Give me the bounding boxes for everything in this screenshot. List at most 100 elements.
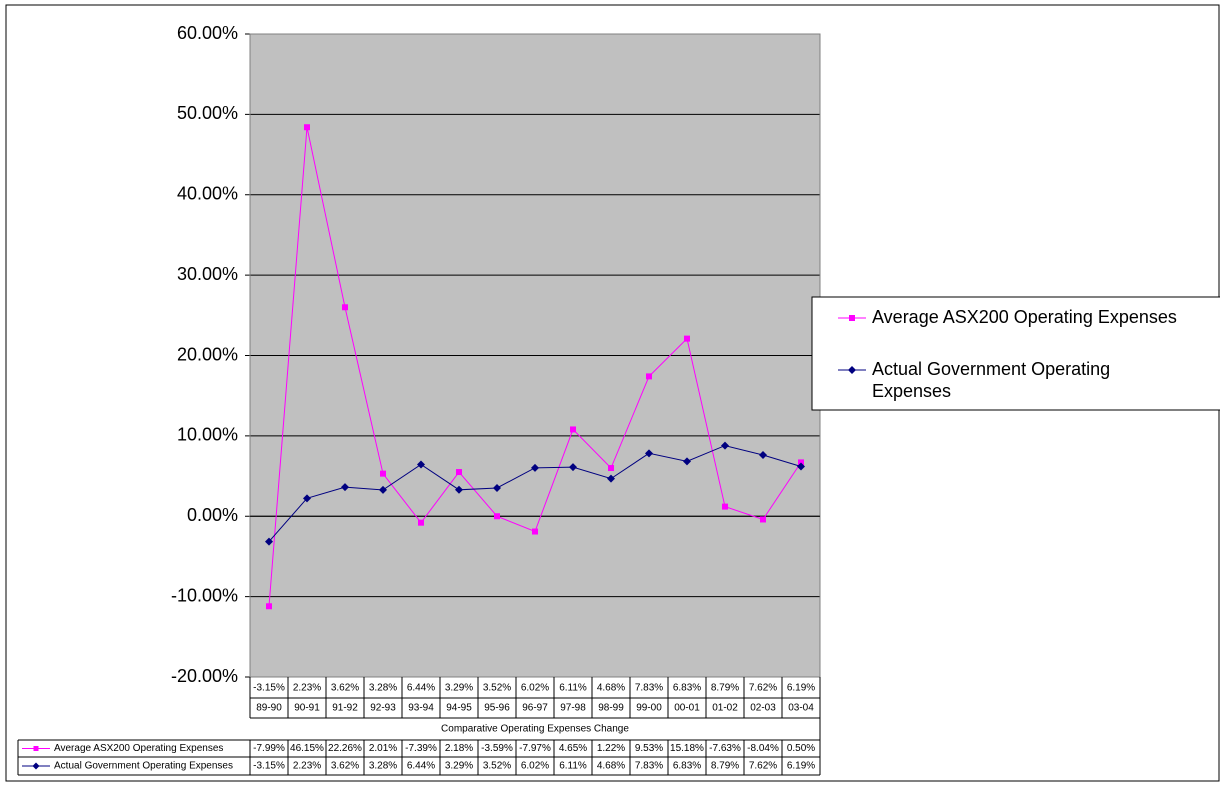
x-tick-label: 02-03: [750, 703, 776, 714]
table-cell: 4.65%: [559, 743, 587, 754]
table-cell: 7.83%: [635, 761, 663, 772]
axis-value-label: 6.11%: [559, 683, 587, 694]
table-cell: -7.39%: [405, 743, 437, 754]
x-tick-label: 95-96: [484, 703, 510, 714]
data-point: [646, 373, 652, 380]
table-row-label: Actual Government Operating Expenses: [54, 761, 233, 772]
table-cell: 22.26%: [328, 743, 362, 754]
data-point: [303, 494, 311, 503]
y-tick-label: 30.00%: [177, 264, 238, 284]
table-row-label: Average ASX200 Operating Expenses: [54, 743, 223, 754]
y-tick-label: 40.00%: [177, 184, 238, 204]
table-cell: 46.15%: [290, 743, 324, 754]
axis-value-label: 2.23%: [293, 683, 321, 694]
table-cell: 3.28%: [369, 761, 397, 772]
axis-value-label: 6.83%: [673, 683, 701, 694]
x-tick-label: 99-00: [636, 703, 662, 714]
table-cell: -7.97%: [519, 743, 551, 754]
data-point: [455, 485, 463, 494]
data-point: [304, 124, 310, 131]
table-cell: -3.59%: [481, 743, 513, 754]
x-tick-label: 97-98: [560, 703, 586, 714]
axis-value-label: 3.62%: [331, 683, 359, 694]
table-cell: 0.50%: [787, 743, 815, 754]
table-cell: 3.29%: [445, 761, 473, 772]
table-cell: 15.18%: [670, 743, 704, 754]
data-point: [380, 470, 386, 477]
legend-item: Actual Government Operating Expenses: [872, 359, 1111, 401]
axis-value-label: 8.79%: [711, 683, 739, 694]
axis-value-label: -3.15%: [253, 683, 285, 694]
data-point: [265, 537, 273, 546]
legend-label: Average ASX200 Operating Expenses: [872, 307, 1177, 327]
axis-value-label: 6.44%: [407, 683, 435, 694]
table-cell: 6.83%: [673, 761, 701, 772]
table-cell: 2.23%: [293, 761, 321, 772]
y-tick-label: 50.00%: [177, 103, 238, 123]
data-point: [797, 462, 805, 471]
axis-value-label: 3.28%: [369, 683, 397, 694]
data-point: [266, 603, 272, 610]
data-point: [683, 457, 691, 466]
data-point: [607, 474, 615, 483]
y-tick-label: -20.00%: [171, 666, 238, 686]
table-cell: -7.63%: [709, 743, 741, 754]
axis-value-label: 4.68%: [597, 683, 625, 694]
axis-value-label: 7.62%: [749, 683, 777, 694]
y-tick-label: 10.00%: [177, 425, 238, 445]
table-cell: 4.68%: [597, 761, 625, 772]
data-point: [798, 459, 804, 466]
axis-value-label: 3.29%: [445, 683, 473, 694]
table-key-marker: [32, 762, 40, 770]
axis-value-label: 6.02%: [521, 683, 549, 694]
table-cell: 1.22%: [597, 743, 625, 754]
table-cell: 3.52%: [483, 761, 511, 772]
table-cell: 2.01%: [369, 743, 397, 754]
legend-key-marker: [848, 366, 856, 374]
x-tick-label: 03-04: [788, 703, 814, 714]
data-point: [760, 516, 766, 523]
data-point: [493, 483, 501, 492]
table-cell: 3.62%: [331, 761, 359, 772]
data-point: [418, 519, 424, 526]
axis-value-label: 3.52%: [483, 683, 511, 694]
data-point: [722, 503, 728, 510]
data-point: [608, 465, 614, 472]
legend-label: Actual Government Operating Expenses: [872, 359, 1111, 401]
table-cell: -8.04%: [747, 743, 779, 754]
y-tick-label: 60.00%: [177, 23, 238, 43]
data-point: [456, 469, 462, 476]
table-cell: 2.18%: [445, 743, 473, 754]
table-cell: -3.15%: [253, 761, 285, 772]
legend-key-marker: [849, 315, 855, 321]
y-tick-label: 20.00%: [177, 344, 238, 364]
x-tick-label: 92-93: [370, 703, 396, 714]
x-tick-label: 01-02: [712, 703, 738, 714]
y-tick-label: 0.00%: [187, 505, 238, 525]
axis-value-label: 7.83%: [635, 683, 663, 694]
x-tick-label: 00-01: [674, 703, 700, 714]
legend-item: Average ASX200 Operating Expenses: [872, 307, 1177, 327]
data-point: [494, 513, 500, 520]
table-cell: 8.79%: [711, 761, 739, 772]
data-point: [645, 449, 653, 458]
data-point: [759, 451, 767, 460]
x-tick-label: 89-90: [256, 703, 282, 714]
x-tick-label: 98-99: [598, 703, 624, 714]
x-axis-label: Comparative Operating Expenses Change: [441, 724, 629, 735]
data-point: [417, 460, 425, 469]
data-point: [341, 483, 349, 492]
table-cell: 6.19%: [787, 761, 815, 772]
x-tick-label: 94-95: [446, 703, 472, 714]
axis-value-label: 6.19%: [787, 683, 815, 694]
table-cell: 7.62%: [749, 761, 777, 772]
y-tick-label: -10.00%: [171, 585, 238, 605]
data-point: [342, 304, 348, 311]
table-cell: 6.02%: [521, 761, 549, 772]
table-cell: -7.99%: [253, 743, 285, 754]
data-point: [684, 335, 690, 342]
data-point: [721, 441, 729, 450]
table-cell: 6.44%: [407, 761, 435, 772]
data-point: [532, 528, 538, 535]
